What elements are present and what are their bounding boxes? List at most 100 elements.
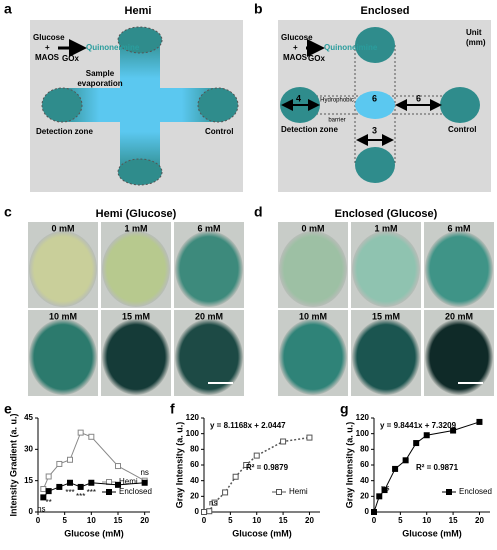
y-tick-label: 80: [360, 444, 369, 453]
photo-label: 10 mM: [49, 311, 77, 321]
detection-label: Detection zone: [36, 127, 93, 136]
data-point: [201, 509, 207, 515]
detection-zone: [41, 87, 83, 123]
y-tick-label: 40: [360, 476, 369, 485]
panel-letter: b: [254, 1, 263, 17]
y-tick-label: 20: [360, 491, 369, 500]
data-point: [423, 432, 430, 439]
annotation: ns: [209, 498, 217, 507]
data-point: [371, 509, 377, 515]
channel: [120, 38, 160, 172]
photo-spot: [29, 231, 97, 307]
x-tick-label: 20: [305, 516, 314, 525]
panel-letter: g: [340, 401, 349, 417]
zone: [355, 27, 395, 63]
data-point: [413, 440, 420, 447]
legend-label: Hemi: [119, 477, 138, 486]
data-point: [222, 489, 229, 496]
x-tick-label: 0: [202, 516, 207, 525]
y-tick-label: 20: [190, 491, 199, 500]
data-point: [402, 457, 409, 464]
data-point: [45, 473, 52, 480]
panel-letter: a: [4, 1, 12, 17]
photo-label: 20 mM: [195, 311, 223, 321]
data-point: [381, 487, 388, 494]
product: Quinoneimine: [324, 43, 378, 52]
equation: y = 9.8441x + 7.3209: [380, 421, 457, 430]
photo-spot: [29, 319, 97, 395]
legend-marker: [106, 489, 112, 495]
dimension-label: 4: [296, 93, 301, 103]
barrier-label: barrier: [328, 118, 345, 124]
x-tick-label: 20: [475, 516, 484, 525]
data-point: [40, 486, 47, 493]
panel-letter: f: [170, 401, 175, 417]
legend-marker: [276, 489, 282, 495]
dimension-label: 6: [372, 93, 377, 103]
annotation: ns: [37, 504, 45, 513]
photo-spot: [175, 231, 243, 307]
x-tick-label: 15: [449, 516, 458, 525]
photo-label: 1 mM: [124, 223, 147, 233]
control-zone: [197, 87, 239, 123]
panel-b: b Enclosed 4 6 6 3 Hydrophobic barrier G…: [254, 1, 491, 192]
y-tick-label: 100: [356, 429, 370, 438]
photo-spot: [425, 231, 493, 307]
y-tick-label: 120: [186, 413, 200, 422]
photo-spot: [175, 319, 243, 395]
panel-title: Hemi: [125, 5, 152, 17]
data-point: [211, 499, 218, 506]
photo-label: 10 mM: [299, 311, 327, 321]
control-zone: [440, 87, 480, 123]
photo-spot: [279, 231, 347, 307]
r-squared: R² = 0.9871: [416, 463, 459, 472]
photo-spot: [352, 319, 420, 395]
dimension-label: 3: [372, 125, 377, 135]
legend-label: Enclosed: [459, 487, 492, 496]
photo-label: 0 mM: [51, 223, 74, 233]
y-tick-label: 40: [190, 476, 199, 485]
panel-a: a Hemi Glucose + MAOS Quinoneimine GOx S…: [4, 1, 243, 192]
panel-title: Hemi (Glucose): [96, 208, 177, 220]
r-squared: R² = 0.9879: [246, 463, 289, 472]
y-tick-label: 15: [24, 476, 33, 485]
annotation: ***: [87, 488, 96, 497]
photo-label: 15 mM: [122, 311, 150, 321]
data-point: [392, 465, 399, 472]
reactant: Glucose: [33, 33, 65, 42]
data-point: [40, 494, 47, 501]
data-point: [56, 460, 63, 467]
y-tick-label: 0: [195, 507, 200, 516]
x-tick-label: 5: [228, 516, 233, 525]
annotation: ns: [140, 468, 148, 477]
photo-spot: [102, 231, 170, 307]
x-tick-label: 10: [422, 516, 431, 525]
center-zone: [355, 91, 395, 119]
y-tick-label: 60: [190, 460, 199, 469]
panel-letter: d: [254, 204, 263, 220]
data-point: [56, 483, 63, 490]
control-label: Control: [448, 125, 476, 134]
y-tick-label: 30: [24, 444, 33, 453]
enzyme: GOx: [308, 54, 325, 63]
unit: (mm): [466, 38, 486, 47]
photo-label: 6 mM: [447, 223, 470, 233]
reagent: MAOS: [283, 53, 308, 62]
plus: +: [293, 43, 298, 52]
equation: y = 8.1168x + 2.0447: [210, 421, 286, 430]
legend-label: Enclosed: [119, 487, 152, 496]
x-tick-label: 0: [36, 516, 41, 525]
y-tick-label: 0: [29, 507, 34, 516]
data-point: [45, 488, 52, 495]
data-point: [67, 479, 73, 486]
photo-panels: c Hemi (Glucose) 0 mM 1 mM 6 mM 10 mM 15 mM 20 …: [4, 204, 494, 396]
photo-label: 20 mM: [445, 311, 473, 321]
panel-title: Enclosed: [361, 5, 410, 17]
x-tick-label: 5: [398, 516, 403, 525]
x-tick-label: 10: [252, 516, 261, 525]
legend-marker: [446, 489, 452, 495]
legend-label: Hemi: [289, 487, 308, 496]
y-tick-label: 120: [356, 413, 370, 422]
y-axis-title: Gray Intensity (a. u.): [344, 422, 354, 509]
